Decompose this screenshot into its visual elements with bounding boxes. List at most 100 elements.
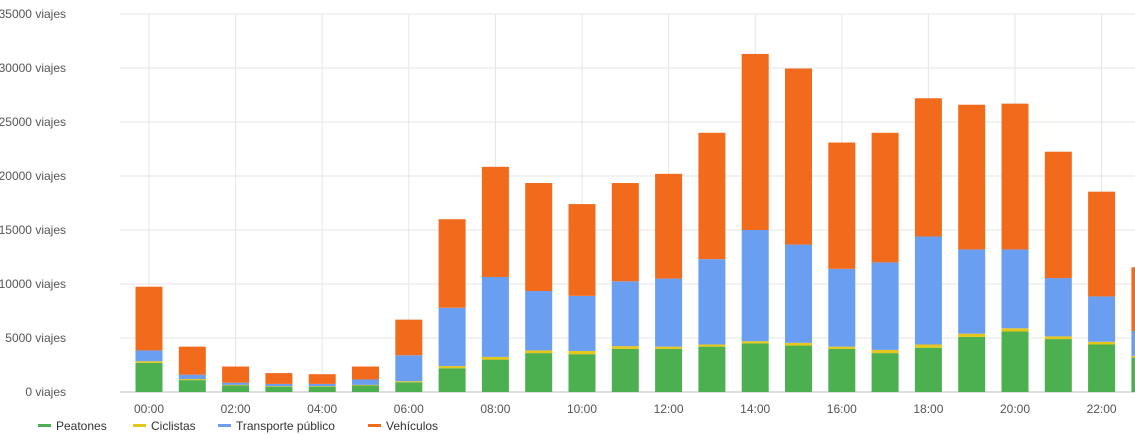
bar-segment[interactable] xyxy=(655,173,683,279)
bar-segment[interactable] xyxy=(135,286,163,351)
bar-segment[interactable] xyxy=(611,346,639,349)
bar-segment[interactable] xyxy=(655,346,683,349)
bar-segment[interactable] xyxy=(481,276,509,357)
bar-segment[interactable] xyxy=(655,278,683,347)
bar-segment[interactable] xyxy=(1044,339,1072,392)
bar-segment[interactable] xyxy=(525,350,553,354)
bar-stack[interactable] xyxy=(741,53,769,392)
bar-segment[interactable] xyxy=(1088,341,1116,345)
bar-segment[interactable] xyxy=(438,368,466,392)
bar-segment[interactable] xyxy=(828,346,856,349)
bar-stack[interactable] xyxy=(525,183,553,392)
bar-stack[interactable] xyxy=(785,68,812,392)
bar-segment[interactable] xyxy=(1044,336,1072,340)
bar-segment[interactable] xyxy=(308,383,336,387)
bar-segment[interactable] xyxy=(828,268,856,347)
bar-segment[interactable] xyxy=(871,132,899,263)
bar-stack[interactable] xyxy=(871,132,899,392)
bar-stack[interactable] xyxy=(655,173,683,392)
bar-segment[interactable] xyxy=(828,348,856,392)
bar-stack[interactable] xyxy=(265,373,293,392)
bar-segment[interactable] xyxy=(871,349,899,354)
bar-segment[interactable] xyxy=(741,341,769,344)
bar-segment[interactable] xyxy=(828,142,856,269)
bar-segment[interactable] xyxy=(1131,330,1135,356)
bar-stack[interactable] xyxy=(914,98,942,392)
bar-stack[interactable] xyxy=(568,204,596,392)
bar-segment[interactable] xyxy=(525,291,553,351)
bar-segment[interactable] xyxy=(611,183,639,282)
bar-segment[interactable] xyxy=(481,359,509,392)
bar-segment[interactable] xyxy=(1044,151,1072,279)
bar-stack[interactable] xyxy=(352,366,379,392)
bar-segment[interactable] xyxy=(914,236,942,345)
bar-segment[interactable] xyxy=(1001,249,1029,329)
bar-segment[interactable] xyxy=(785,342,812,346)
bar-segment[interactable] xyxy=(178,374,206,380)
bar-segment[interactable] xyxy=(958,104,986,250)
bar-segment[interactable] xyxy=(1044,278,1072,337)
bar-segment[interactable] xyxy=(135,362,163,392)
bar-stack[interactable] xyxy=(698,132,726,392)
bar-stack[interactable] xyxy=(481,166,509,392)
bar-segment[interactable] xyxy=(438,307,466,367)
bar-segment[interactable] xyxy=(785,244,812,343)
bar-segment[interactable] xyxy=(568,354,596,392)
bar-segment[interactable] xyxy=(222,385,250,392)
bar-stack[interactable] xyxy=(1088,191,1116,392)
bar-stack[interactable] xyxy=(1044,151,1072,392)
bar-segment[interactable] xyxy=(265,373,293,384)
bar-segment[interactable] xyxy=(265,386,293,387)
bar-segment[interactable] xyxy=(395,355,423,382)
bar-segment[interactable] xyxy=(265,383,293,387)
bar-segment[interactable] xyxy=(438,366,466,369)
bar-segment[interactable] xyxy=(611,348,639,392)
bar-segment[interactable] xyxy=(958,333,986,337)
bar-segment[interactable] xyxy=(222,384,250,386)
bar-segment[interactable] xyxy=(481,356,509,360)
bar-segment[interactable] xyxy=(481,166,509,277)
bar-segment[interactable] xyxy=(568,295,596,351)
bar-stack[interactable] xyxy=(611,183,639,392)
bar-segment[interactable] xyxy=(785,68,812,245)
bar-segment[interactable] xyxy=(395,382,423,392)
bar-segment[interactable] xyxy=(568,204,596,296)
bar-segment[interactable] xyxy=(525,183,553,292)
bar-segment[interactable] xyxy=(178,380,206,392)
bar-segment[interactable] xyxy=(352,384,379,386)
bar-segment[interactable] xyxy=(698,132,726,260)
bar-segment[interactable] xyxy=(438,219,466,308)
bar-segment[interactable] xyxy=(914,344,942,348)
bar-segment[interactable] xyxy=(1088,344,1116,392)
bar-stack[interactable] xyxy=(438,219,466,392)
bar-segment[interactable] xyxy=(395,381,423,383)
bar-stack[interactable] xyxy=(222,366,250,392)
bar-segment[interactable] xyxy=(914,347,942,392)
bar-segment[interactable] xyxy=(178,346,206,375)
bar-segment[interactable] xyxy=(958,336,986,392)
bar-segment[interactable] xyxy=(395,319,423,356)
bar-segment[interactable] xyxy=(1131,355,1135,358)
bar-segment[interactable] xyxy=(1001,103,1029,250)
bar-stack[interactable] xyxy=(308,374,336,392)
bar-segment[interactable] xyxy=(1001,331,1029,392)
bar-segment[interactable] xyxy=(698,344,726,347)
bar-segment[interactable] xyxy=(1131,357,1135,392)
bar-segment[interactable] xyxy=(914,98,942,237)
bar-stack[interactable] xyxy=(828,142,856,392)
bar-segment[interactable] xyxy=(135,350,163,362)
bar-segment[interactable] xyxy=(741,230,769,342)
bar-stack[interactable] xyxy=(395,319,423,392)
bar-segment[interactable] xyxy=(525,353,553,392)
bar-stack[interactable] xyxy=(1001,103,1029,392)
bar-segment[interactable] xyxy=(352,379,379,385)
bar-stack[interactable] xyxy=(178,346,206,392)
bar-stack[interactable] xyxy=(1131,267,1135,392)
bar-segment[interactable] xyxy=(568,350,596,355)
bar-segment[interactable] xyxy=(958,249,986,334)
bar-segment[interactable] xyxy=(222,382,250,385)
bar-segment[interactable] xyxy=(265,386,293,392)
bar-segment[interactable] xyxy=(308,374,336,384)
bar-segment[interactable] xyxy=(871,262,899,350)
bar-segment[interactable] xyxy=(135,361,163,363)
